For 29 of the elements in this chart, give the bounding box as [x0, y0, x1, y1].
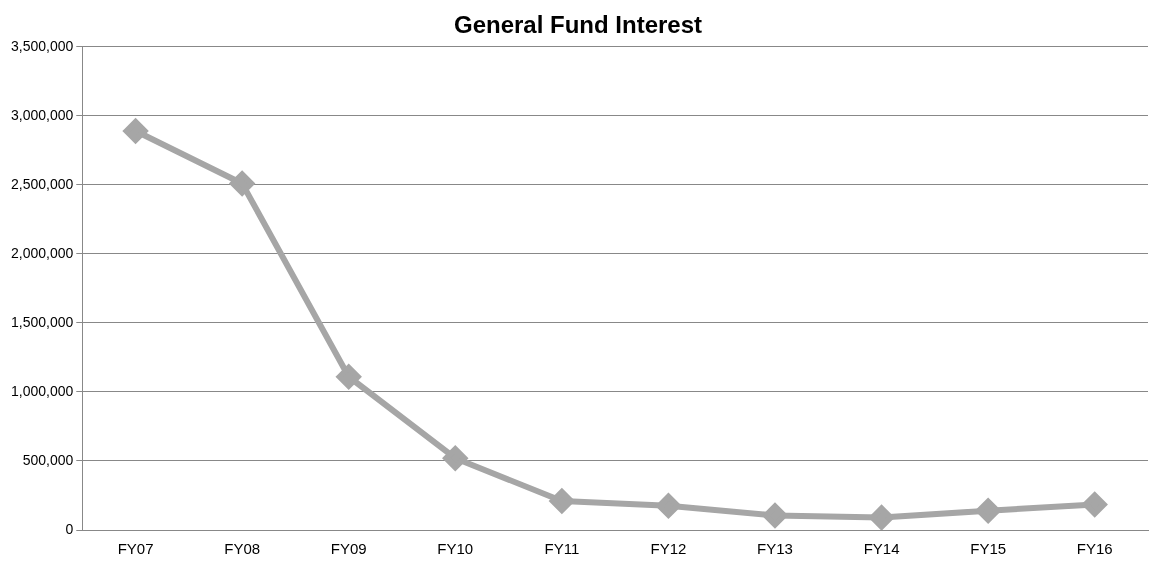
point [443, 446, 468, 471]
x-tick-label: FY08 [224, 540, 261, 558]
x-tick-label: FY16 [1076, 540, 1113, 558]
point [763, 503, 787, 528]
point [976, 498, 1001, 523]
x-tick-label: FY07 [117, 540, 154, 558]
x-tick-label: FY15 [970, 540, 1007, 558]
point [869, 505, 894, 530]
x-tick-label: FY12 [650, 540, 687, 558]
point [123, 119, 148, 144]
y-tick-label: 1,000,000 [10, 382, 74, 399]
y-tick-label: 3,500,000 [10, 37, 74, 54]
point [230, 171, 255, 196]
x-tick-label: FY11 [544, 540, 580, 558]
point [656, 493, 681, 518]
y-tick-label: 2,500,000 [10, 175, 74, 192]
y-tick-label: 0 [65, 520, 74, 537]
x-tick-label: FY10 [437, 540, 474, 558]
y-tick-label: 1,500,000 [10, 313, 74, 330]
point [1082, 492, 1107, 517]
chart-title: General Fund Interest [453, 11, 703, 39]
y-tick-label: 500,000 [22, 451, 74, 468]
x-tick-label: FY13 [757, 540, 793, 558]
x-tick-label: FY14 [863, 540, 900, 558]
point [336, 364, 361, 389]
point [549, 489, 574, 514]
y-tick-label: 3,000,000 [10, 106, 74, 123]
x-tick-label: FY09 [330, 540, 367, 558]
y-tick-label: 2,000,000 [10, 244, 74, 261]
